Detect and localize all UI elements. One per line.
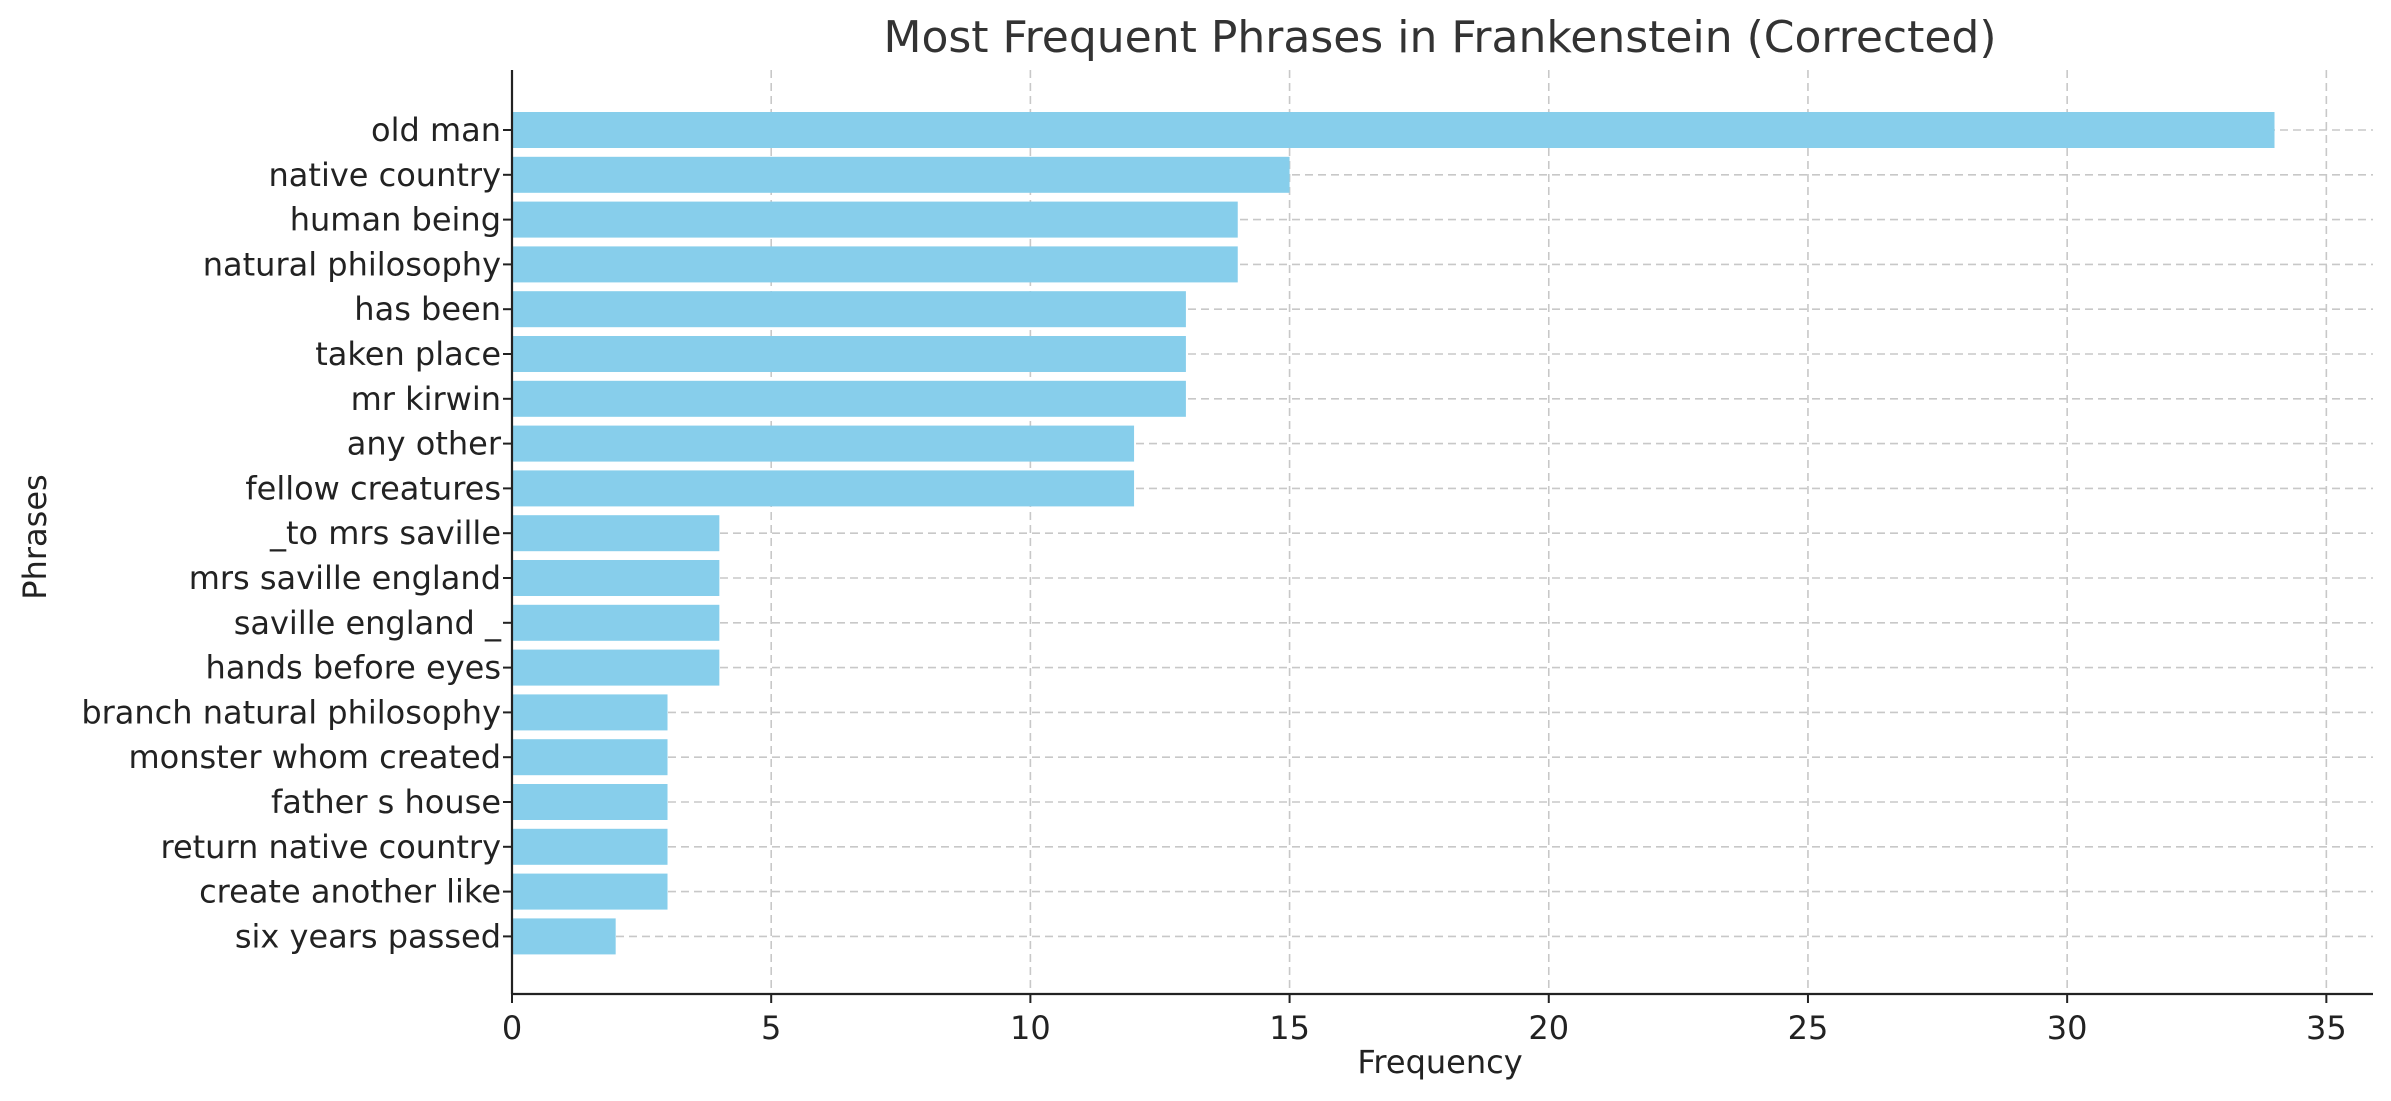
labels-layer: 0 5 10 15 20 25 30 35 old man native country human… [81,111,2346,1047]
category-label: _to mrs saville [269,514,501,552]
category-label: any other [347,425,502,463]
bar [512,784,668,820]
category-label: hands before eyes [206,649,501,687]
x-tick-label: 20 [1528,1009,1569,1047]
bar [512,336,1186,372]
category-label: monster whom created [128,738,501,776]
bars-layer [512,112,2275,955]
category-label: native country [269,156,502,194]
bar [512,649,720,686]
bar [512,291,1186,328]
bar [512,739,668,776]
bar [512,246,1238,283]
x-tick-label: 35 [2306,1009,2347,1047]
chart-title: Most Frequent Phrases in Frankenstein (C… [883,12,1996,63]
x-tick-label: 0 [502,1009,522,1047]
category-label: father s house [271,783,501,821]
bar [512,112,2275,148]
x-tick-label: 15 [1269,1009,1310,1047]
axes-layer [503,70,2373,1003]
x-axis-label: Frequency [1357,1043,1522,1081]
category-label: natural philosophy [203,245,501,283]
x-tick-label: 30 [2047,1009,2088,1047]
category-label: six years passed [235,917,501,955]
bar [512,425,1135,462]
category-label: return native country [160,828,501,866]
bar [512,201,1238,238]
y-axis-label: Phrases [16,474,54,599]
category-label: has been [354,290,501,328]
bar [512,918,616,955]
category-label: create another like [199,873,501,911]
category-label: mrs saville england [189,559,501,597]
x-tick-label: 5 [761,1009,781,1047]
category-label: human being [290,201,501,239]
category-label: branch natural philosophy [81,693,501,731]
x-tick-label: 25 [1788,1009,1829,1047]
bar [512,560,720,596]
bar [512,470,1135,507]
category-label: old man [371,111,501,149]
category-label: taken place [315,335,501,373]
bar [512,380,1186,417]
bar [512,873,668,910]
bar [512,694,668,731]
category-label: mr kirwin [351,380,501,418]
bar [512,515,720,552]
x-tick-label: 10 [1010,1009,1051,1047]
category-label: saville england _ [234,604,502,642]
bar [512,828,668,865]
grid-layer [511,70,2373,994]
bar [512,604,720,641]
category-label: fellow creatures [245,469,501,507]
bar [512,156,1290,193]
